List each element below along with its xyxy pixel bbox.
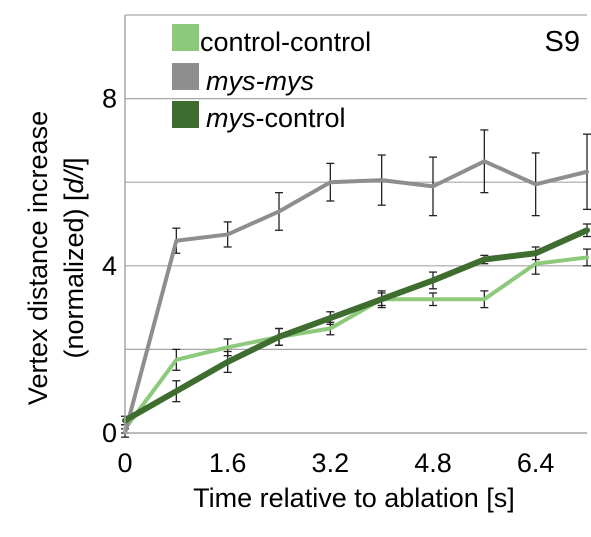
x-tick-label: 0: [117, 448, 132, 478]
tick-labels: 0 1.6 3.2 4.8 6.4 0 4 8: [102, 84, 554, 478]
y-tick-label: 8: [102, 84, 117, 114]
legend-swatch: [172, 63, 199, 90]
legend-label: mys-control: [206, 103, 346, 133]
legend-swatch: [172, 24, 199, 51]
y-axis-title-line1: Vertex distance increase: [23, 111, 53, 405]
legend-swatch: [172, 101, 199, 128]
y-tick-label: 4: [102, 251, 117, 281]
x-tick-label: 4.8: [414, 448, 452, 478]
legend: control-control mys-mys mys-control: [172, 24, 371, 133]
legend-label: mys-mys: [206, 66, 314, 96]
series-line-mys-control: [122, 227, 590, 424]
y-axis-title-line2-suffix: ]: [59, 157, 89, 165]
y-axis-title-line2-group: (normalized) [d/l]: [59, 157, 89, 358]
axes: [124, 15, 587, 434]
x-axis-title: Time relative to ablation [s]: [193, 483, 515, 513]
series-line-mys-mys: [123, 159, 589, 435]
y-tick-label: 0: [102, 418, 117, 448]
panel-label: S9: [545, 26, 580, 58]
legend-item: mys-control: [172, 101, 346, 133]
x-tick-label: 3.2: [312, 448, 350, 478]
y-axis-title-line2-italic: d/l: [59, 164, 89, 194]
legend-item: control-control: [172, 24, 371, 57]
y-axis-title: Vertex distance increase: [23, 111, 53, 405]
x-tick-label: 1.6: [209, 448, 247, 478]
series-lines: [122, 159, 590, 435]
series-line-control-control: [123, 255, 589, 431]
x-tick-label: 6.4: [517, 448, 555, 478]
legend-item: mys-mys: [172, 63, 314, 96]
legend-label: control-control: [200, 27, 371, 57]
y-axis-title-line2: (normalized) [d/l]: [59, 157, 89, 358]
y-axis-title-line2-prefix: (normalized) [: [59, 193, 89, 359]
